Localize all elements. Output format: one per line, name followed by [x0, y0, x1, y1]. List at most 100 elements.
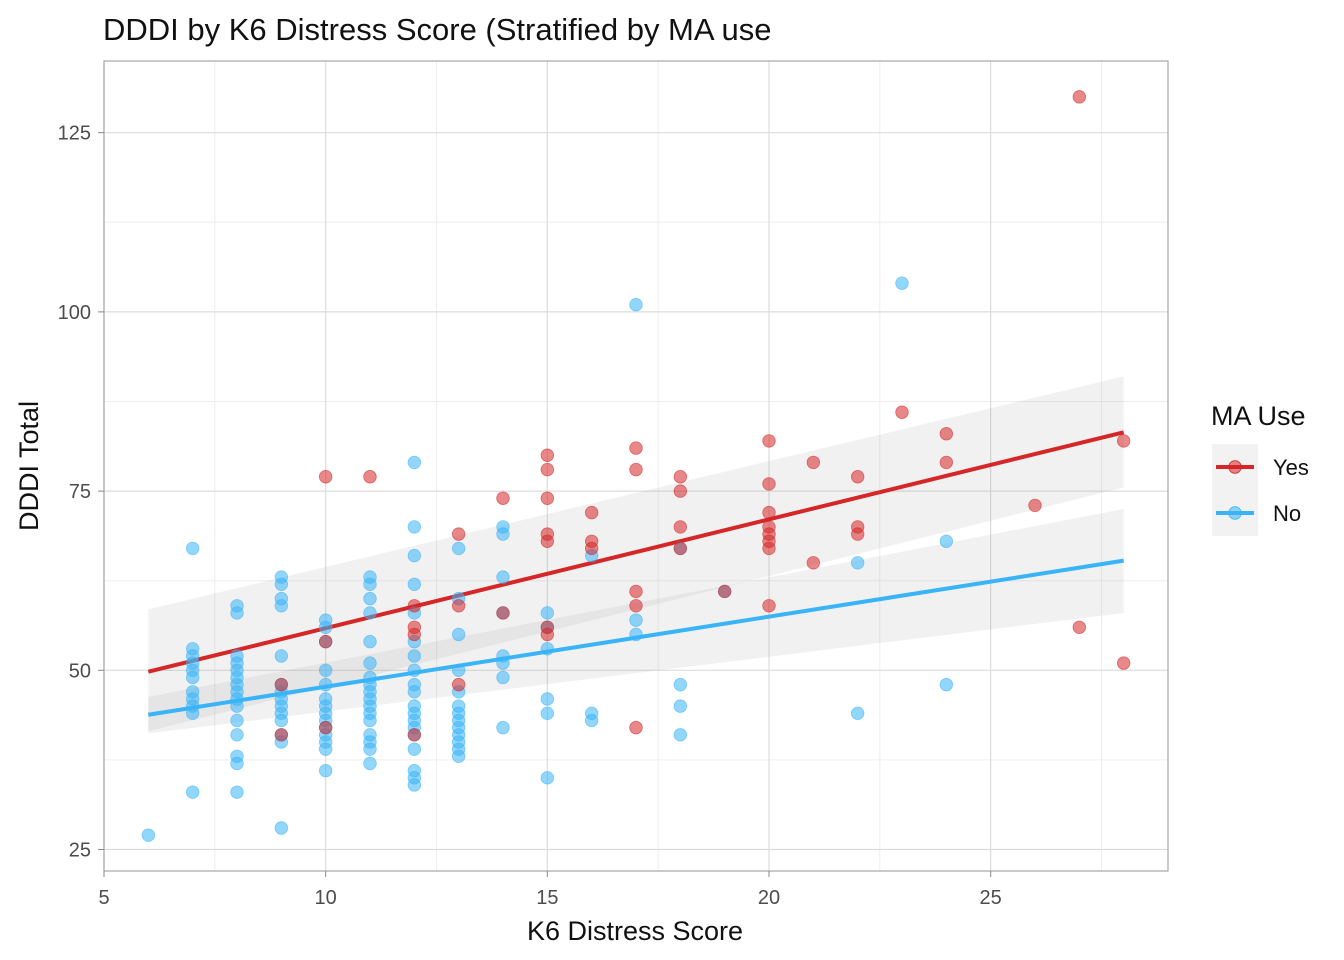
point-yes — [762, 477, 776, 491]
point-no — [850, 706, 865, 721]
point-yes — [762, 505, 776, 520]
point-no — [363, 756, 377, 771]
point-no — [939, 534, 954, 548]
point-no — [673, 699, 688, 713]
point-no — [363, 656, 377, 670]
y-tick-label: 75 — [69, 481, 91, 503]
point-yes — [1028, 498, 1042, 513]
point-yes — [407, 627, 422, 642]
point-yes — [451, 527, 466, 541]
x-tick-label: 10 — [315, 887, 337, 909]
point-yes — [584, 505, 599, 520]
y-axis: 25 50 75 100 125 — [58, 123, 104, 861]
point-no — [185, 785, 200, 799]
chart-title: DDDI by K6 Distress Score (Stratified by… — [103, 12, 771, 47]
point-no — [496, 720, 510, 735]
point-no — [407, 685, 422, 699]
point-no — [540, 771, 555, 785]
point-yes — [496, 606, 510, 620]
legend-label-no: No — [1273, 501, 1301, 526]
trend-line-yes — [147, 430, 1125, 674]
point-no — [141, 828, 156, 842]
point-no — [363, 713, 377, 728]
point-yes — [629, 462, 643, 477]
point-yes — [629, 599, 643, 613]
point-yes — [895, 405, 909, 419]
x-axis-label: K6 Distress Score — [527, 916, 743, 946]
point-yes — [318, 720, 333, 735]
legend-point-yes — [1228, 460, 1242, 474]
x-tick-label: 25 — [980, 887, 1002, 909]
point-yes — [540, 491, 555, 505]
point-no — [230, 728, 244, 742]
point-no — [363, 634, 377, 649]
point-no — [318, 620, 333, 634]
point-yes — [673, 484, 688, 498]
point-yes — [540, 627, 555, 642]
point-no — [363, 606, 377, 620]
legend-title: MA Use — [1211, 401, 1306, 431]
point-no — [540, 642, 555, 656]
point-no — [274, 599, 289, 613]
point-no — [629, 298, 643, 312]
point-no — [407, 778, 422, 792]
point-no — [230, 713, 244, 728]
point-no — [318, 663, 333, 677]
point-yes — [850, 470, 865, 484]
x-tick-label: 5 — [98, 887, 109, 909]
point-no — [451, 627, 466, 642]
point-no — [673, 677, 688, 692]
point-yes — [407, 599, 422, 613]
y-axis-label: DDDI Total — [14, 401, 44, 531]
y-tick-label: 25 — [69, 839, 91, 861]
point-no — [185, 706, 200, 721]
point-no — [363, 742, 377, 756]
point-no — [496, 656, 510, 670]
point-yes — [939, 427, 954, 441]
point-yes — [540, 534, 555, 548]
x-tick-label: 15 — [536, 887, 558, 909]
point-yes — [762, 599, 776, 613]
point-yes — [1072, 90, 1087, 104]
point-yes — [540, 462, 555, 477]
point-no — [274, 713, 289, 728]
point-yes — [274, 677, 289, 692]
point-no — [407, 649, 422, 663]
data-points — [141, 90, 1131, 842]
point-no — [274, 577, 289, 591]
point-yes — [762, 434, 776, 448]
point-no — [850, 556, 865, 570]
point-no — [407, 577, 422, 591]
point-yes — [717, 584, 732, 599]
point-no — [451, 663, 466, 677]
point-yes — [673, 520, 688, 534]
point-no — [939, 677, 954, 692]
legend-point-no — [1228, 506, 1242, 520]
y-tick-label: 100 — [58, 302, 91, 324]
point-yes — [540, 448, 555, 462]
point-yes — [1116, 656, 1131, 670]
point-yes — [939, 455, 954, 470]
point-no — [584, 713, 599, 728]
point-no — [318, 742, 333, 756]
x-tick-label: 20 — [758, 887, 780, 909]
plot-panel — [103, 60, 1169, 872]
point-no — [318, 763, 333, 778]
point-no — [540, 692, 555, 706]
point-yes — [629, 441, 643, 455]
point-yes — [451, 599, 466, 613]
point-no — [629, 613, 643, 627]
point-yes — [274, 728, 289, 742]
point-yes — [318, 470, 333, 484]
point-no — [363, 577, 377, 591]
point-no — [274, 821, 289, 835]
point-no — [496, 570, 510, 584]
point-no — [496, 670, 510, 685]
point-no — [895, 276, 909, 290]
point-yes — [496, 491, 510, 505]
point-no — [185, 670, 200, 685]
point-no — [230, 785, 244, 799]
point-no — [451, 749, 466, 764]
y-tick-label: 125 — [58, 123, 91, 145]
point-yes — [629, 720, 643, 735]
